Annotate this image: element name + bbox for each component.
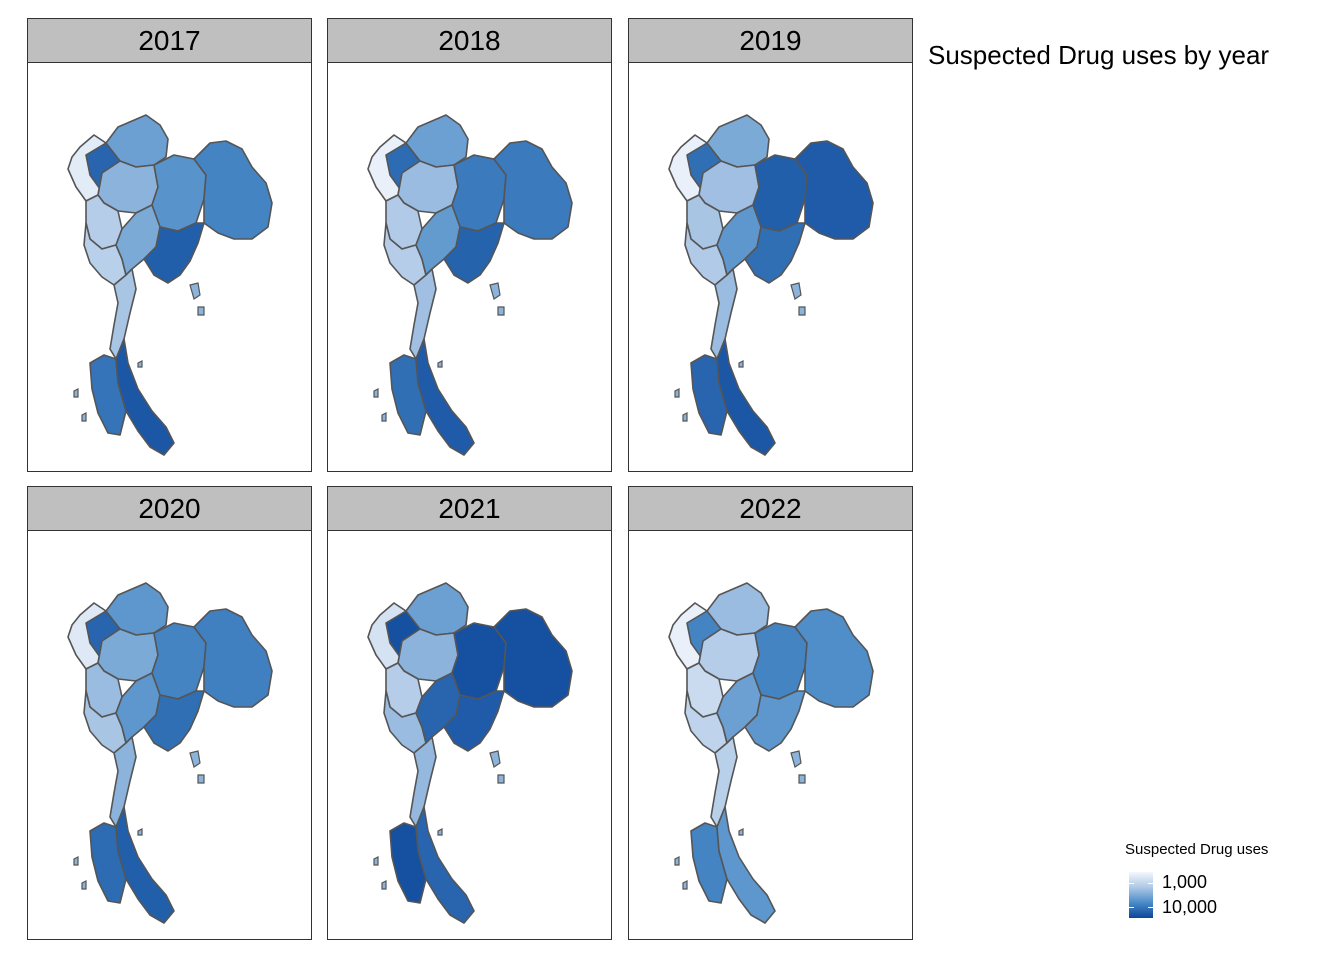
facet-strip: 2021 (327, 486, 612, 531)
facet-strip: 2018 (327, 18, 612, 63)
island-shape (381, 880, 387, 890)
island-shape (189, 750, 201, 768)
map-area (27, 62, 312, 472)
province-region-northeast-east (794, 140, 874, 240)
province-region-northeast-east (493, 608, 573, 708)
island-shape (373, 856, 379, 866)
thailand-choropleth-map (367, 114, 573, 456)
province-region-northeast-west (451, 154, 507, 232)
facet-label: 2018 (438, 24, 501, 56)
map-area (628, 530, 913, 940)
facet-label: 2021 (438, 492, 501, 524)
island-shape (674, 856, 680, 866)
province-region-northeast-west (151, 622, 207, 700)
thailand-choropleth-map (668, 114, 874, 456)
province-region-east (143, 690, 205, 752)
legend-tick (1129, 907, 1134, 908)
province-region-east (443, 222, 505, 284)
island-shape (790, 750, 802, 768)
thailand-choropleth-map (67, 582, 273, 924)
facet-strip: 2019 (628, 18, 913, 63)
legend-tick (1148, 883, 1153, 884)
province-region-south-east (716, 338, 776, 456)
island-shape (189, 282, 201, 300)
map-area (327, 530, 612, 940)
thailand-choropleth-map (668, 582, 874, 924)
facet-panel-2019: 2019 (628, 18, 913, 472)
province-region-south-east (415, 806, 475, 924)
island-shape (381, 412, 387, 422)
island-shape (738, 360, 744, 368)
province-region-east (143, 222, 205, 284)
island-shape (674, 388, 680, 398)
legend-colorbar (1129, 872, 1153, 918)
island-shape (81, 412, 87, 422)
map-area (327, 62, 612, 472)
island-shape (137, 360, 143, 368)
thailand-choropleth-map (67, 114, 273, 456)
province-region-south-east (415, 338, 475, 456)
map-area (628, 62, 913, 472)
island-shape (73, 856, 79, 866)
island-shape (682, 412, 688, 422)
province-region-northeast-east (493, 140, 573, 240)
facet-panel-2018: 2018 (327, 18, 612, 472)
facet-strip: 2017 (27, 18, 312, 63)
province-region-northeast-east (193, 140, 273, 240)
island-shape (497, 306, 505, 316)
island-shape (489, 282, 501, 300)
province-region-northeast-west (151, 154, 207, 232)
island-shape (489, 750, 501, 768)
legend-label-high: 10,000 (1162, 897, 1218, 917)
island-shape (790, 282, 802, 300)
island-shape (798, 774, 806, 784)
island-shape (373, 388, 379, 398)
legend-label-low: 1,000 (1162, 872, 1208, 892)
province-region-northeast-west (752, 154, 808, 232)
map-area (27, 530, 312, 940)
island-shape (197, 774, 205, 784)
island-shape (798, 306, 806, 316)
province-region-northeast-west (752, 622, 808, 700)
island-shape (137, 828, 143, 836)
facet-panel-2020: 2020 (27, 486, 312, 940)
thailand-choropleth-map (367, 582, 573, 924)
plot-title: Suspected Drug uses by year (928, 40, 1270, 70)
facet-label: 2019 (739, 24, 802, 56)
legend-tick (1129, 883, 1134, 884)
province-region-northeast-east (193, 608, 273, 708)
facet-label: 2017 (138, 24, 201, 56)
legend-tick (1148, 907, 1153, 908)
province-region-northeast-west (451, 622, 507, 700)
facet-strip: 2022 (628, 486, 913, 531)
province-region-south-east (115, 338, 175, 456)
province-region-east (744, 690, 806, 752)
province-region-south-east (716, 806, 776, 924)
facet-panel-2017: 2017 (27, 18, 312, 472)
legend-title: Suspected Drug uses (1125, 841, 1269, 858)
province-region-east (744, 222, 806, 284)
facet-panel-2021: 2021 (327, 486, 612, 940)
island-shape (197, 306, 205, 316)
province-region-northeast-east (794, 608, 874, 708)
island-shape (73, 388, 79, 398)
island-shape (437, 360, 443, 368)
province-region-east (443, 690, 505, 752)
island-shape (497, 774, 505, 784)
island-shape (682, 880, 688, 890)
facet-panel-2022: 2022 (628, 486, 913, 940)
island-shape (437, 828, 443, 836)
island-shape (81, 880, 87, 890)
facet-label: 2020 (138, 492, 201, 524)
facet-strip: 2020 (27, 486, 312, 531)
facet-label: 2022 (739, 492, 802, 524)
island-shape (738, 828, 744, 836)
province-region-south-east (115, 806, 175, 924)
